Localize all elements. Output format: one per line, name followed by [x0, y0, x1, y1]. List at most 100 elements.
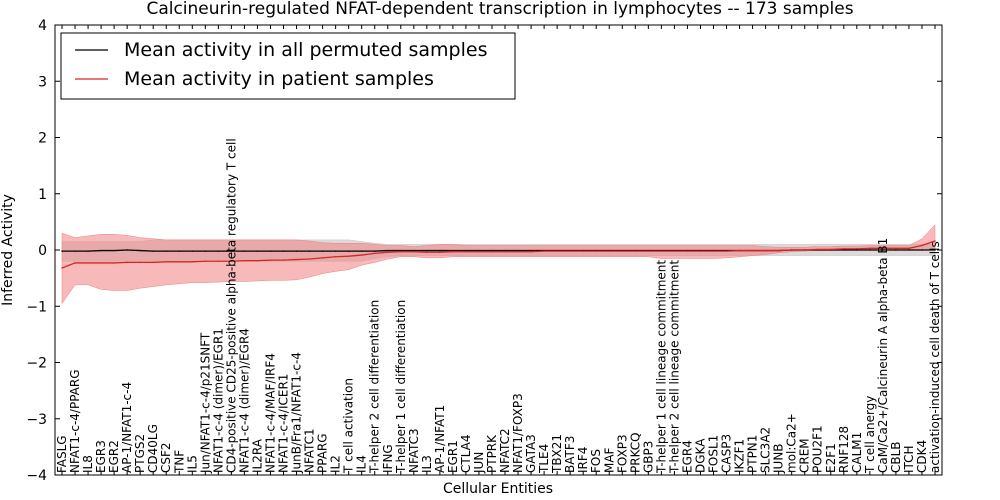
point-patient-60	[843, 248, 845, 250]
point-patient-52	[738, 249, 741, 252]
point-permuted-10	[191, 250, 193, 252]
point-patient-65	[908, 247, 910, 250]
point-patient-57	[804, 249, 806, 251]
x-tick-label-58: POU2F1	[811, 425, 825, 473]
x-tick-label-6: PTGS2	[133, 434, 147, 473]
x-tick-label-46: T-helper 1 cell lineage commitment	[654, 260, 668, 474]
point-patient-58	[817, 248, 819, 251]
x-tick-label-59: E2F1	[824, 443, 838, 473]
point-patient-18	[295, 258, 298, 261]
point-patient-28	[426, 251, 428, 253]
point-patient-14	[243, 259, 246, 262]
point-permuted-60	[843, 249, 845, 251]
point-patient-23	[360, 254, 363, 256]
x-tick-label-10: IL5	[185, 455, 199, 473]
x-tick-label-62: T cell anergy	[863, 396, 877, 474]
x-tick-label-56: mol:Ca2+	[785, 413, 799, 473]
x-tick-label-11: Jun/NFAT1-c-4/p21SNFT	[198, 332, 212, 474]
x-tick-label-53: PTPN1	[746, 435, 760, 473]
y-tick-label-7: 3	[38, 74, 47, 90]
point-permuted-7	[152, 250, 154, 252]
point-patient-6	[139, 261, 141, 264]
point-patient-53	[751, 249, 754, 252]
point-patient-49	[699, 250, 702, 252]
point-permuted-6	[139, 249, 141, 252]
point-patient-51	[725, 250, 728, 252]
point-permuted-4	[113, 249, 115, 252]
point-patient-45	[647, 250, 650, 252]
point-permuted-22	[347, 250, 350, 252]
point-patient-24	[374, 252, 376, 255]
y-tick-label-1: −3	[26, 412, 47, 428]
y-tick-label-5: 1	[38, 187, 47, 203]
legend-label-patient: Mean activity in patient samples	[124, 68, 434, 90]
point-permuted-1	[74, 250, 76, 252]
point-patient-59	[830, 248, 832, 251]
x-tick-label-19: NFATC1	[303, 428, 317, 473]
x-tick-label-22: T cell activation	[342, 378, 356, 474]
point-patient-38	[556, 250, 558, 252]
x-tick-label-34: NFATC2	[498, 428, 512, 473]
series-lines	[61, 240, 936, 269]
point-patient-34	[504, 250, 506, 253]
x-tick-label-36: GATA3	[524, 434, 538, 473]
point-patient-11	[204, 260, 207, 262]
x-tick-label-41: FOS	[589, 449, 603, 473]
x-tick-label-26: T-helper 1 cell differentiation	[394, 300, 408, 474]
x-tick-label-65: ITCH	[902, 445, 916, 473]
x-tick-label-67: activation-induced cell death of T cells	[928, 241, 942, 473]
point-patient-27	[413, 250, 415, 253]
x-tick-label-27: NFATC3	[407, 428, 421, 473]
point-patient-48	[686, 250, 689, 252]
legend-label-permuted: Mean activity in all permuted samples	[124, 39, 487, 61]
point-patient-9	[178, 261, 180, 263]
point-permuted-34	[504, 249, 506, 252]
point-patient-0	[61, 267, 63, 269]
point-permuted-23	[360, 250, 363, 252]
point-permuted-62	[869, 249, 871, 251]
point-patient-50	[712, 250, 715, 252]
legend-box	[60, 32, 516, 100]
x-tick-label-57: CREM	[798, 438, 812, 473]
x-tick-label-52: IKZF1	[733, 439, 747, 473]
point-patient-19	[308, 258, 311, 260]
x-axis-category-labels: FASLG NFAT1-c-4/PPARG IL8 EGR3 EGR2 AP-1/NFAT…	[55, 25, 942, 475]
x-tick-label-5: AP-1/NFAT1-c-4	[120, 382, 134, 473]
point-patient-3	[100, 262, 102, 264]
point-patient-4	[113, 262, 115, 264]
point-patient-47	[673, 250, 676, 252]
point-patient-32	[478, 250, 480, 253]
point-patient-36	[530, 250, 532, 253]
point-patient-40	[582, 250, 584, 252]
point-patient-1	[74, 262, 76, 264]
x-tick-label-31: CTLA4	[459, 434, 473, 473]
point-patient-13	[230, 260, 233, 262]
point-permuted-24	[374, 250, 376, 252]
point-permuted-64	[895, 249, 897, 251]
x-tick-label-21: IL2	[329, 455, 343, 473]
series-line-patient	[61, 240, 936, 269]
point-patient-54	[764, 249, 767, 252]
x-tick-label-1: NFAT1-c-4/PPARG	[68, 369, 82, 473]
point-patient-44	[634, 250, 637, 252]
y-tick-label-4: 0	[38, 243, 47, 259]
point-permuted-63	[882, 249, 884, 251]
point-permuted-16	[269, 250, 272, 252]
point-patient-16	[269, 259, 272, 261]
point-patient-37	[543, 250, 545, 252]
x-tick-label-51: CASP3	[720, 434, 734, 473]
x-tick-label-55: JUNB	[772, 443, 786, 474]
x-tick-label-30: EGR1	[446, 440, 460, 473]
point-permuted-17	[282, 250, 285, 252]
point-patient-21	[334, 256, 337, 258]
x-tick-label-25: IFNG	[381, 444, 395, 473]
x-tick-label-50: FOSL1	[706, 435, 720, 473]
point-patient-31	[465, 250, 467, 253]
x-tick-label-24: T-helper 2 cell differentiation	[368, 300, 382, 474]
point-patient-30	[452, 250, 454, 253]
x-tick-label-48: EGR4	[680, 440, 694, 473]
point-permuted-8	[165, 250, 167, 252]
point-permuted-33	[491, 249, 493, 252]
x-tick-label-28: IL3	[420, 455, 434, 473]
point-patient-25	[387, 251, 389, 253]
